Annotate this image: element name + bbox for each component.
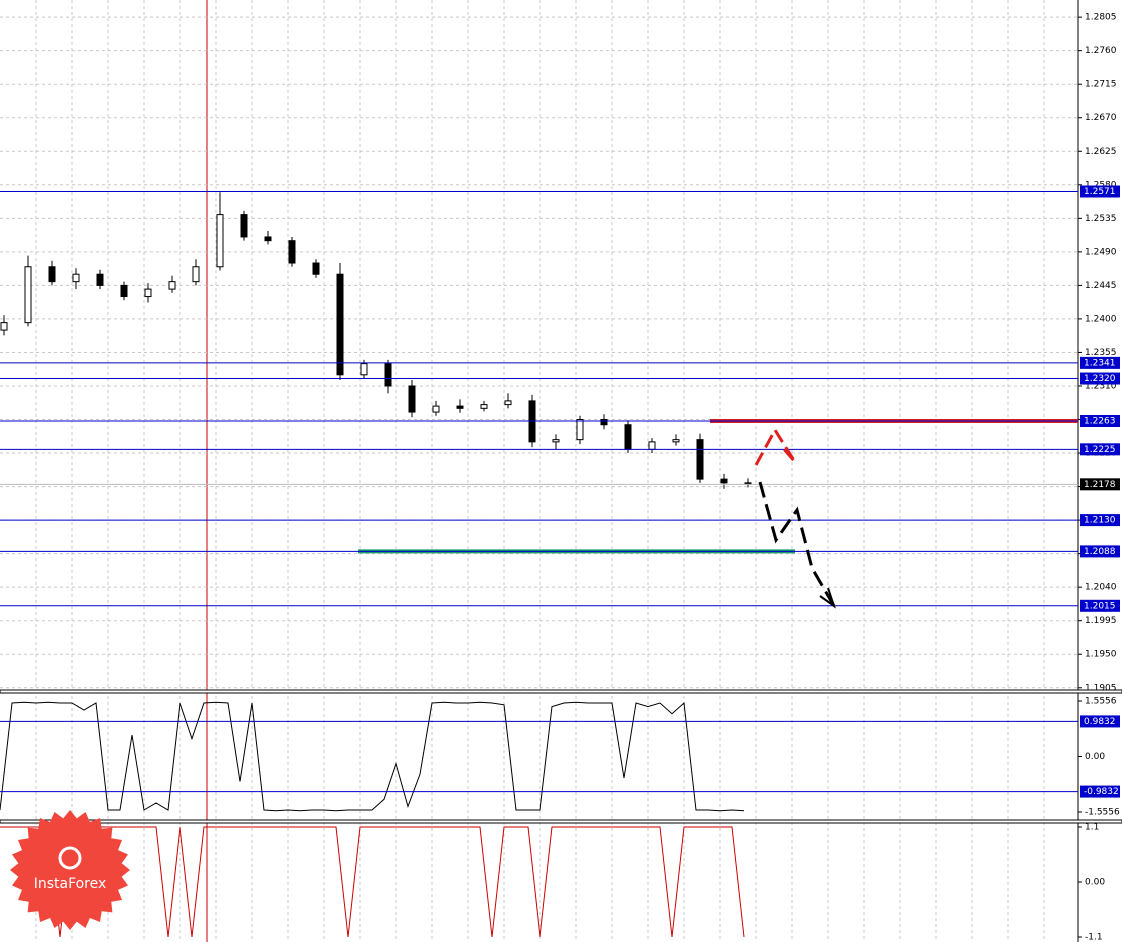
candle-body <box>168 281 176 290</box>
candle-body <box>600 419 608 426</box>
indicator-line <box>0 701 745 812</box>
level-label: 1.2263 <box>1084 417 1116 427</box>
candle-body <box>264 236 272 242</box>
y-tick-label: 1.2625 <box>1085 147 1117 157</box>
y-tick-label: 0.00 <box>1085 752 1105 762</box>
vertical-grid <box>35 0 1045 942</box>
candle-body <box>96 273 104 286</box>
candle-body <box>240 214 248 238</box>
y-tick-label: 1.2040 <box>1085 583 1117 593</box>
level-label: 1.2130 <box>1084 516 1116 526</box>
level-label-box <box>1080 356 1120 369</box>
y-tick-label: 1.2490 <box>1085 247 1117 257</box>
candle-body <box>408 385 416 413</box>
panel-separator <box>0 689 1122 694</box>
y-tick-label: 1.2535 <box>1085 214 1117 224</box>
arrow-head <box>819 587 836 609</box>
plot-layer: 1.28051.27601.27151.26701.26251.25801.25… <box>0 13 1120 942</box>
y-tick-label: 1.1905 <box>1085 683 1117 693</box>
indicator-line <box>0 826 745 938</box>
candle-body <box>72 273 80 283</box>
level-label: 1.2341 <box>1084 358 1116 368</box>
y-tick-label: 1.2715 <box>1085 80 1117 90</box>
candle-body <box>456 405 464 409</box>
candle-body <box>720 478 728 484</box>
y-tick-label: 0.00 <box>1085 878 1105 888</box>
level-label-box <box>1080 599 1120 612</box>
level-label-box <box>1080 715 1120 728</box>
level-label-box <box>1080 514 1120 527</box>
level-label-box <box>1080 372 1120 385</box>
y-tick-label: 1.2805 <box>1085 13 1117 23</box>
y-tick-label: 1.2670 <box>1085 113 1117 123</box>
forecast-arrows <box>754 427 836 609</box>
y-tick-label: 1.5556 <box>1085 697 1117 707</box>
level-label-box <box>1080 185 1120 198</box>
candle-body <box>192 266 200 283</box>
y-tick-label: 1.2355 <box>1085 348 1117 358</box>
candle-body <box>144 288 152 298</box>
level-label: 1.2320 <box>1084 374 1116 384</box>
candle-body <box>384 363 392 387</box>
level-label: 1.2015 <box>1084 601 1116 611</box>
candle-body <box>312 262 320 275</box>
y-tick-label: 1.1950 <box>1085 650 1117 660</box>
y-tick-label: 1.1995 <box>1085 616 1117 626</box>
level-label: 1.2225 <box>1084 445 1116 455</box>
candle-body <box>624 424 632 450</box>
y-tick-label: 1.2445 <box>1085 281 1117 291</box>
candle-body <box>696 439 704 480</box>
candle-body <box>288 240 296 264</box>
candle-body <box>24 266 32 324</box>
y-tick-label: -1.5556 <box>1085 807 1120 817</box>
candle-body <box>360 363 368 376</box>
y-tick-label: 1.2310 <box>1085 381 1117 391</box>
candle-body <box>576 419 584 441</box>
candle-body <box>552 439 560 443</box>
candle-body <box>336 273 344 376</box>
level-label: 1.2088 <box>1084 547 1116 557</box>
logo: InstaForex <box>10 810 130 930</box>
red-arrow <box>754 427 797 466</box>
logo-icon <box>58 846 82 870</box>
logo-badge <box>10 810 130 930</box>
candle-body <box>48 266 56 283</box>
candle-body <box>480 404 488 409</box>
level-label-box <box>1080 443 1120 456</box>
level-label: -0.9832 <box>1084 787 1119 797</box>
current-price-label: 1.2178 <box>1084 480 1116 490</box>
candle-body <box>432 405 440 413</box>
candle-body <box>216 214 224 268</box>
candle-body <box>504 400 512 406</box>
current-price-box <box>1080 478 1120 491</box>
candle-body <box>120 284 128 298</box>
y-tick-label: 1.1 <box>1085 823 1099 833</box>
candle-body <box>648 441 656 450</box>
y-tick-label: -1.1 <box>1085 933 1103 942</box>
black-arrow <box>758 481 836 607</box>
level-label: 1.2571 <box>1084 187 1116 197</box>
logo-text: InstaForex <box>34 876 107 892</box>
y-tick-label: 1.2760 <box>1085 46 1117 56</box>
candle-body <box>0 322 8 331</box>
level-label: 0.9832 <box>1084 717 1116 727</box>
y-tick-label: 1.2400 <box>1085 314 1117 324</box>
candle-body <box>672 439 680 443</box>
level-label-box <box>1080 785 1120 798</box>
y-tick-label: 1.2580 <box>1085 180 1117 190</box>
level-label-box <box>1080 545 1120 558</box>
panel-separator <box>0 819 1122 824</box>
level-label-box <box>1080 415 1120 428</box>
